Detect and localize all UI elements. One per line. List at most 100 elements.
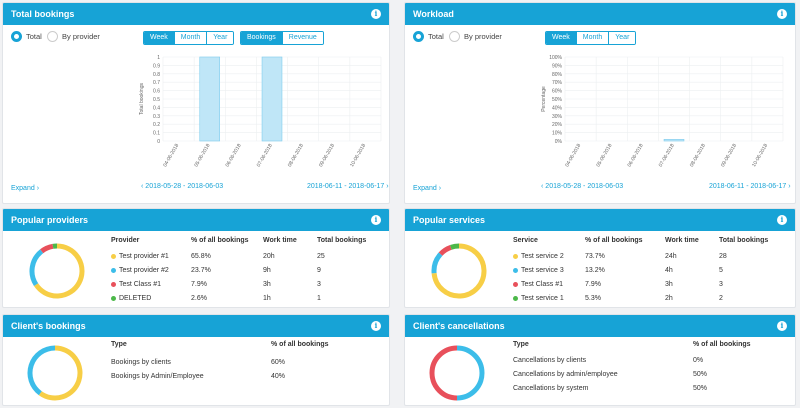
- prev-range-link[interactable]: ‹ 2018-05-28 - 2018-06-03: [541, 183, 624, 190]
- row-value: 23.7%: [191, 267, 211, 274]
- y-tick-label: 50%: [552, 97, 563, 103]
- chevron-left-icon: ‹: [141, 183, 144, 190]
- tab-revenue[interactable]: Revenue: [281, 32, 323, 44]
- x-tick-label: 04-06-2018: [162, 143, 180, 168]
- x-tick-label: 07-06-2018: [256, 143, 274, 168]
- table-header: Type: [111, 341, 127, 348]
- clients-bookings-donut-chart: [27, 345, 83, 401]
- info-icon[interactable]: i: [777, 321, 787, 331]
- y-tick-label: 10%: [552, 131, 563, 137]
- donut-slice: [38, 345, 83, 401]
- popular-providers-panel: Popular providers i Provider % of all boo…: [2, 208, 390, 308]
- legend-dot-icon: [513, 253, 518, 259]
- tab-month[interactable]: Month: [173, 32, 207, 44]
- y-tick-label: 0.8: [153, 72, 160, 78]
- donut-slice: [429, 345, 458, 401]
- x-tick-label: 06-06-2018: [627, 143, 645, 168]
- y-tick-label: 70%: [552, 80, 563, 86]
- panel-title: Popular providers: [11, 215, 89, 225]
- legend-dot-icon: [111, 267, 116, 273]
- row-value: 1: [317, 295, 321, 302]
- y-tick-label: 20%: [552, 122, 563, 128]
- y-tick-label: 60%: [552, 89, 563, 95]
- cell-text: 40%: [271, 373, 286, 380]
- next-range-link[interactable]: 2018-06-11 - 2018-06-17 ›: [307, 183, 389, 190]
- clients-cancellations-table: Type % of all bookings Cancellations by cl…: [513, 341, 793, 403]
- y-tick-label: 30%: [552, 114, 563, 120]
- row-value: 2.6%: [191, 295, 207, 302]
- row-label: DELETED: [111, 295, 151, 302]
- legend-dot-icon: [111, 253, 116, 259]
- donut-slice: [27, 345, 56, 396]
- panel-header: Client's bookings i: [3, 315, 389, 337]
- table-header: Type: [513, 341, 529, 348]
- donut-slice: [450, 243, 460, 250]
- tab-bookings[interactable]: Bookings: [241, 32, 282, 44]
- cell-text: 25: [317, 253, 325, 260]
- y-tick-label: 0.9: [153, 63, 160, 69]
- expand-link[interactable]: Expand ›: [11, 185, 40, 192]
- tab-week[interactable]: Week: [144, 32, 174, 44]
- row-value: 7.9%: [585, 281, 601, 288]
- period-tabs: Week Month Year: [143, 31, 235, 45]
- x-tick-label: 07-06-2018: [658, 143, 676, 168]
- info-icon[interactable]: i: [371, 215, 381, 225]
- radio-by-provider[interactable]: By provider: [449, 31, 502, 42]
- info-icon[interactable]: i: [371, 9, 381, 19]
- y-tick-label: 40%: [552, 105, 563, 111]
- radio-by-provider[interactable]: By provider: [47, 31, 100, 42]
- legend-dot-icon: [111, 281, 116, 287]
- row-value: 24h: [665, 253, 677, 260]
- y-tick-label: 100%: [549, 55, 562, 61]
- tab-month[interactable]: Month: [575, 32, 609, 44]
- workload-chart: 0% 10% 20% 30% 40% 50% 60% 70% 80% 90% 100% 04-06-2…: [541, 55, 784, 168]
- row-value: 2: [719, 295, 723, 302]
- info-icon[interactable]: i: [777, 215, 787, 225]
- tab-week[interactable]: Week: [546, 32, 576, 44]
- table-header: Work time: [665, 237, 699, 244]
- cell-text: 73.7%: [585, 253, 605, 260]
- cell-text: Test service 2: [521, 253, 564, 260]
- x-tick-label: 09-06-2018: [720, 143, 738, 168]
- row-label: Test service 1: [513, 295, 564, 302]
- table-header: Total bookings: [317, 237, 367, 244]
- panel-header: Popular providers i: [3, 209, 389, 231]
- cell-text: 60%: [271, 359, 286, 366]
- panel-title: Total bookings: [11, 9, 75, 19]
- tab-year[interactable]: Year: [608, 32, 636, 44]
- services-table: Service % of all bookings Work time Total b…: [513, 237, 783, 307]
- x-tick-label: 08-06-2018: [287, 143, 305, 168]
- y-tick-label: 0.6: [153, 89, 160, 95]
- prev-range-link[interactable]: ‹ 2018-05-28 - 2018-06-03: [141, 183, 224, 190]
- panel-header: Popular services i: [405, 209, 795, 231]
- y-tick-label: 0.1: [153, 131, 160, 137]
- y-tick-label: 0.3: [153, 114, 160, 120]
- row-value: 3: [719, 281, 723, 288]
- row-label: Cancellations by admin/employee: [513, 371, 618, 378]
- y-tick-label: 0.2: [153, 122, 160, 128]
- table-header: Work time: [263, 237, 297, 244]
- table-header: Total bookings: [719, 237, 769, 244]
- y-tick-label: 0.4: [153, 105, 160, 111]
- x-tick-label: 10-06-2018: [349, 143, 367, 168]
- row-value: 40%: [271, 373, 285, 380]
- cell-text: 7.9%: [191, 281, 207, 288]
- radio-total[interactable]: Total: [413, 31, 444, 42]
- next-range-link[interactable]: 2018-06-11 - 2018-06-17 ›: [709, 183, 791, 190]
- chevron-right-icon: ›: [788, 183, 791, 190]
- tab-year[interactable]: Year: [206, 32, 234, 44]
- row-value: 50%: [693, 371, 707, 378]
- total-bookings-chart: 0 0.1 0.2 0.3 0.4 0.5 0.6 0.7 0.8 0.9 1 04-06-2018 0…: [139, 55, 382, 168]
- cell-text: Test provider #1: [119, 253, 169, 260]
- cell-text: Bookings by Admin/Employee: [111, 373, 204, 380]
- info-icon[interactable]: i: [777, 9, 787, 19]
- radio-total[interactable]: Total: [11, 31, 42, 42]
- panel-title: Client's bookings: [11, 321, 86, 331]
- services-donut-chart: [431, 243, 487, 299]
- legend-dot-icon: [111, 295, 116, 301]
- popular-services-panel: Popular services i Service % of all booki…: [404, 208, 796, 308]
- expand-link[interactable]: Expand ›: [413, 185, 442, 192]
- y-tick-label: 1: [157, 55, 160, 61]
- info-icon[interactable]: i: [371, 321, 381, 331]
- row-label: Test provider #2: [111, 267, 169, 274]
